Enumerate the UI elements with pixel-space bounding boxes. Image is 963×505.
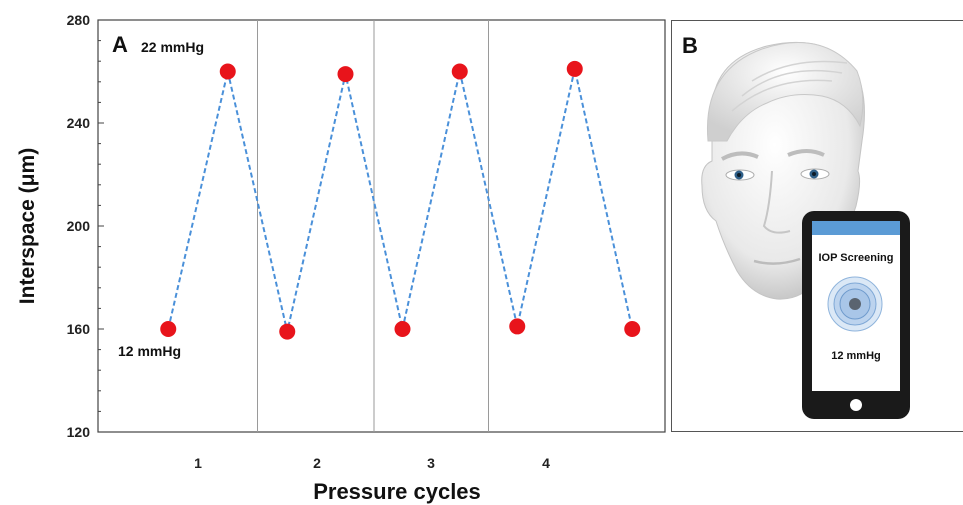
panel-b-illustration: B IOP Screening — [671, 20, 963, 432]
phone-home-button — [850, 399, 862, 411]
data-series — [160, 60, 641, 340]
x-tick-label: 1 — [194, 455, 202, 471]
annotation-low: 12 mmHg — [118, 343, 181, 359]
data-point — [160, 321, 177, 337]
y-tick-label: 200 — [67, 218, 91, 234]
y-tick-label: 240 — [67, 115, 91, 131]
x-tick-label: 3 — [427, 455, 435, 471]
data-point — [337, 66, 354, 83]
y-tick-label: 160 — [67, 321, 91, 337]
x-axis-ticks: 1 2 3 4 — [194, 455, 550, 471]
annotation-high: 22 mmHg — [141, 39, 204, 55]
x-tick-label: 4 — [542, 455, 550, 471]
plot-frame — [97, 19, 666, 433]
y-axis-title: Interspace (μm) — [16, 148, 39, 304]
data-point — [394, 321, 411, 337]
series-line — [167, 68, 634, 332]
x-tick-label: 2 — [313, 455, 321, 471]
y-tick-label: 280 — [67, 12, 91, 28]
phone-header-bar — [812, 221, 900, 235]
phone-illustration: IOP Screening 12 mmHg — [802, 211, 910, 419]
face-phone-illustration: B IOP Screening — [682, 33, 910, 419]
data-point — [509, 318, 526, 335]
iop-sensor-icon — [827, 276, 883, 332]
panel-label-b: B — [682, 33, 698, 58]
cycle-dividers — [257, 20, 489, 432]
phone-title: IOP Screening — [819, 252, 894, 264]
phone-reading: 12 mmHg — [831, 350, 881, 362]
panel-label-a: A — [112, 32, 128, 57]
data-point — [279, 323, 296, 340]
y-tick-label: 120 — [67, 424, 91, 440]
data-point — [624, 321, 641, 337]
data-point — [219, 63, 236, 80]
x-axis-title: Pressure cycles — [313, 479, 481, 504]
data-point — [451, 63, 468, 80]
data-point — [566, 60, 583, 77]
y-axis-ticks: 120 160 200 240 280 — [67, 12, 104, 440]
